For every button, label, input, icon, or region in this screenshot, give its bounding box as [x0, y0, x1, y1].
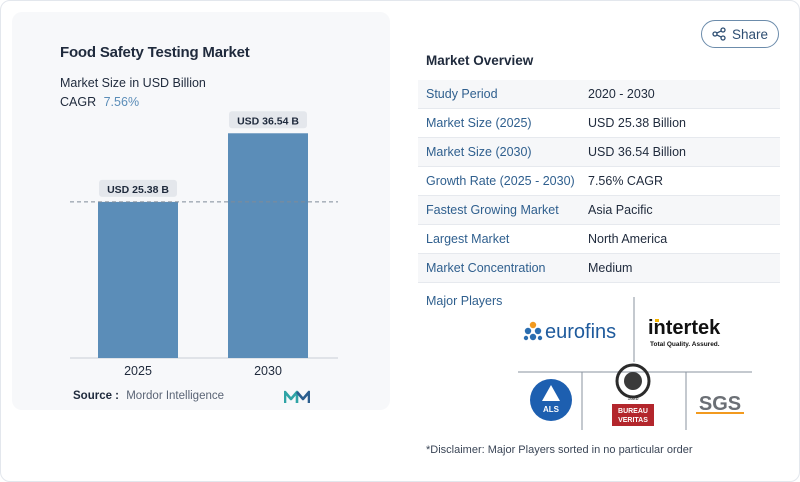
bar-2025 — [98, 201, 178, 358]
overview-row: Market Concentration Medium — [418, 254, 780, 283]
cagr-row: CAGR 7.56% — [60, 95, 139, 109]
overview-label: Fastest Growing Market — [426, 203, 559, 217]
overview-label: Market Concentration — [426, 261, 546, 275]
overview-row: Fastest Growing Market Asia Pacific — [418, 196, 780, 225]
overview-value: North America — [588, 232, 668, 246]
x-tick-label: 2030 — [254, 364, 282, 378]
overview-label: Market Size (2025) — [426, 116, 532, 130]
data-label-bg — [229, 111, 307, 129]
chart-subtitle: Market Size in USD Billion — [60, 76, 206, 90]
chart-card — [12, 12, 390, 410]
overview-label: Growth Rate (2025 - 2030) — [426, 174, 575, 188]
overview-row: Study Period 2020 - 2030 — [418, 80, 780, 109]
overview-row: Largest Market North America — [418, 225, 780, 254]
major-players-label: Major Players — [426, 294, 503, 308]
cagr-label: CAGR — [60, 95, 97, 109]
cagr-value: 7.56% — [103, 95, 140, 109]
overview-label: Study Period — [426, 87, 498, 101]
overview-row: Growth Rate (2025 - 2030) 7.56% CAGR — [418, 167, 780, 196]
source-label: Source : — [73, 390, 120, 402]
overview-row: Market Size (2025) USD 25.38 Billion — [418, 109, 780, 138]
bar-chart: USD 25.38 B 2025 USD 36.54 B 2030 — [70, 111, 338, 378]
overview-value: 7.56% CAGR — [588, 174, 664, 188]
mordor-logo-icon — [284, 390, 310, 403]
overview-value: USD 25.38 Billion — [588, 116, 686, 130]
data-label: USD 36.54 B — [237, 115, 299, 127]
overview-label: Market Size (2030) — [426, 145, 532, 159]
overview-value: 2020 - 2030 — [588, 87, 655, 101]
overview-table: Study Period 2020 - 2030 Market Size (20… — [418, 80, 780, 283]
share-icon — [712, 27, 726, 41]
overview-label: Largest Market — [426, 232, 510, 246]
overview-value: USD 36.54 Billion — [588, 145, 686, 159]
overview-value: Asia Pacific — [588, 203, 653, 217]
chart-title: Food Safety Testing Market — [60, 44, 250, 61]
source-row: Source : Mordor Intelligence — [73, 390, 224, 402]
share-label: Share — [731, 26, 769, 42]
overview-value: Medium — [588, 261, 633, 275]
overview-row: Market Size (2030) USD 36.54 Billion — [418, 138, 780, 167]
share-button[interactable]: Share — [701, 20, 779, 48]
overview-title: Market Overview — [426, 53, 534, 68]
data-label-bg — [99, 179, 177, 197]
data-label: USD 25.38 B — [107, 184, 169, 196]
bar-2030 — [228, 133, 308, 358]
source-value: Mordor Intelligence — [126, 390, 225, 402]
disclaimer: *Disclaimer: Major Players sorted in no … — [426, 444, 693, 456]
x-tick-label: 2025 — [124, 364, 152, 378]
